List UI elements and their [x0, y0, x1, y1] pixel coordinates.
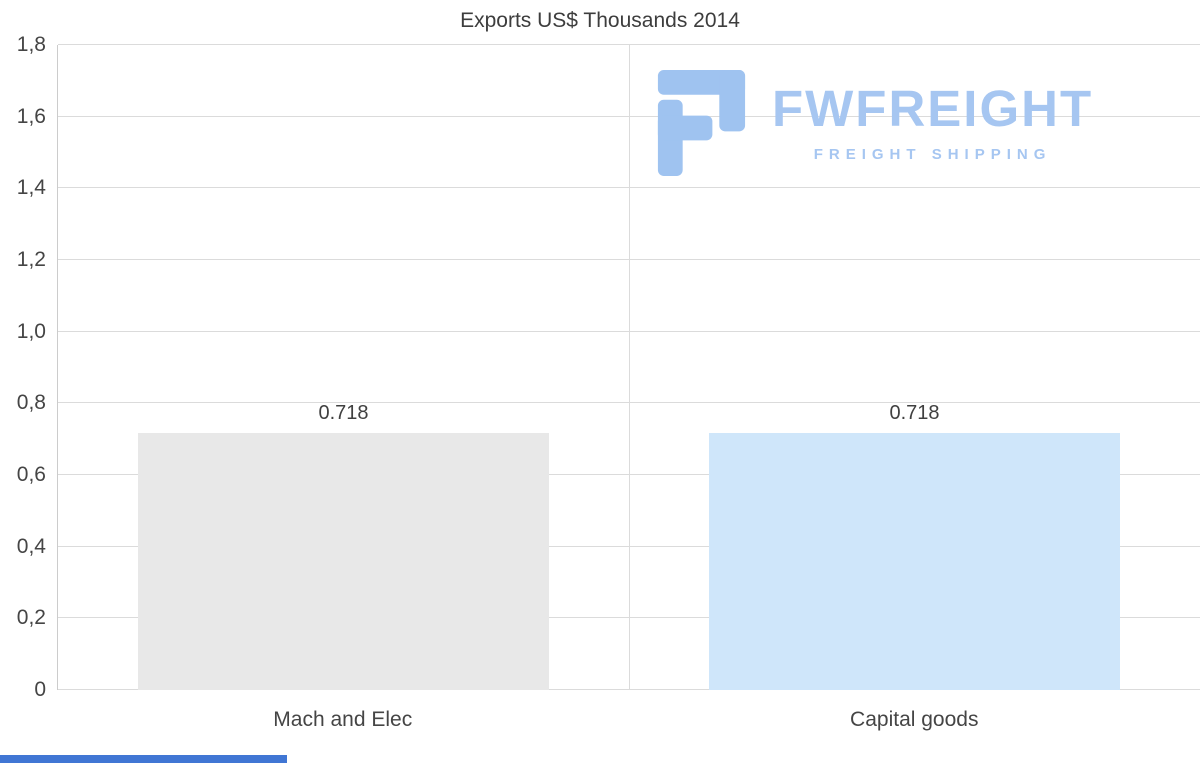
y-tick-label: 0,4	[16, 534, 46, 558]
bar-capital-goods	[708, 432, 1121, 690]
x-tick-label: Capital goods	[850, 708, 979, 731]
x-axis: Mach and Elec Capital goods	[57, 700, 1200, 745]
x-tick-label: Mach and Elec	[273, 708, 413, 731]
y-tick-label: 0,2	[16, 606, 46, 630]
watermark: FWFREIGHT FREIGHT SHIPPING	[648, 66, 1093, 180]
y-tick-label: 0,8	[16, 391, 46, 415]
bottom-progress-bar	[0, 755, 287, 763]
y-tick-label: 1,4	[16, 176, 46, 200]
y-tick-label: 1,2	[16, 248, 46, 272]
y-tick-label: 0,6	[16, 463, 46, 487]
watermark-text: FWFREIGHT FREIGHT SHIPPING	[772, 83, 1093, 163]
brand-tagline: FREIGHT SHIPPING	[813, 146, 1052, 163]
logo-icon-shapes	[657, 70, 746, 176]
bar-value-label: 0.718	[318, 401, 369, 424]
plot-area: 0.718 0.718	[57, 44, 1200, 690]
y-axis: 1,8 1,6 1,4 1,2 1,0 0,8 0,6 0,4 0,2 0	[0, 34, 50, 701]
y-tick-label: 1,0	[16, 319, 46, 343]
y-tick-label: 1,8	[16, 33, 46, 56]
bar-mach-and-elec	[137, 432, 550, 690]
y-tick-label: 1,6	[16, 104, 46, 128]
brand-name: FWFREIGHT	[772, 80, 1094, 137]
category-divider	[629, 45, 630, 690]
fwfreight-logo-icon	[657, 70, 746, 176]
bar-value-label: 0.718	[889, 401, 940, 424]
chart-title: Exports US$ Thousands 2014	[460, 9, 740, 32]
y-tick-label: 0	[34, 678, 46, 701]
gridline	[58, 44, 1200, 45]
